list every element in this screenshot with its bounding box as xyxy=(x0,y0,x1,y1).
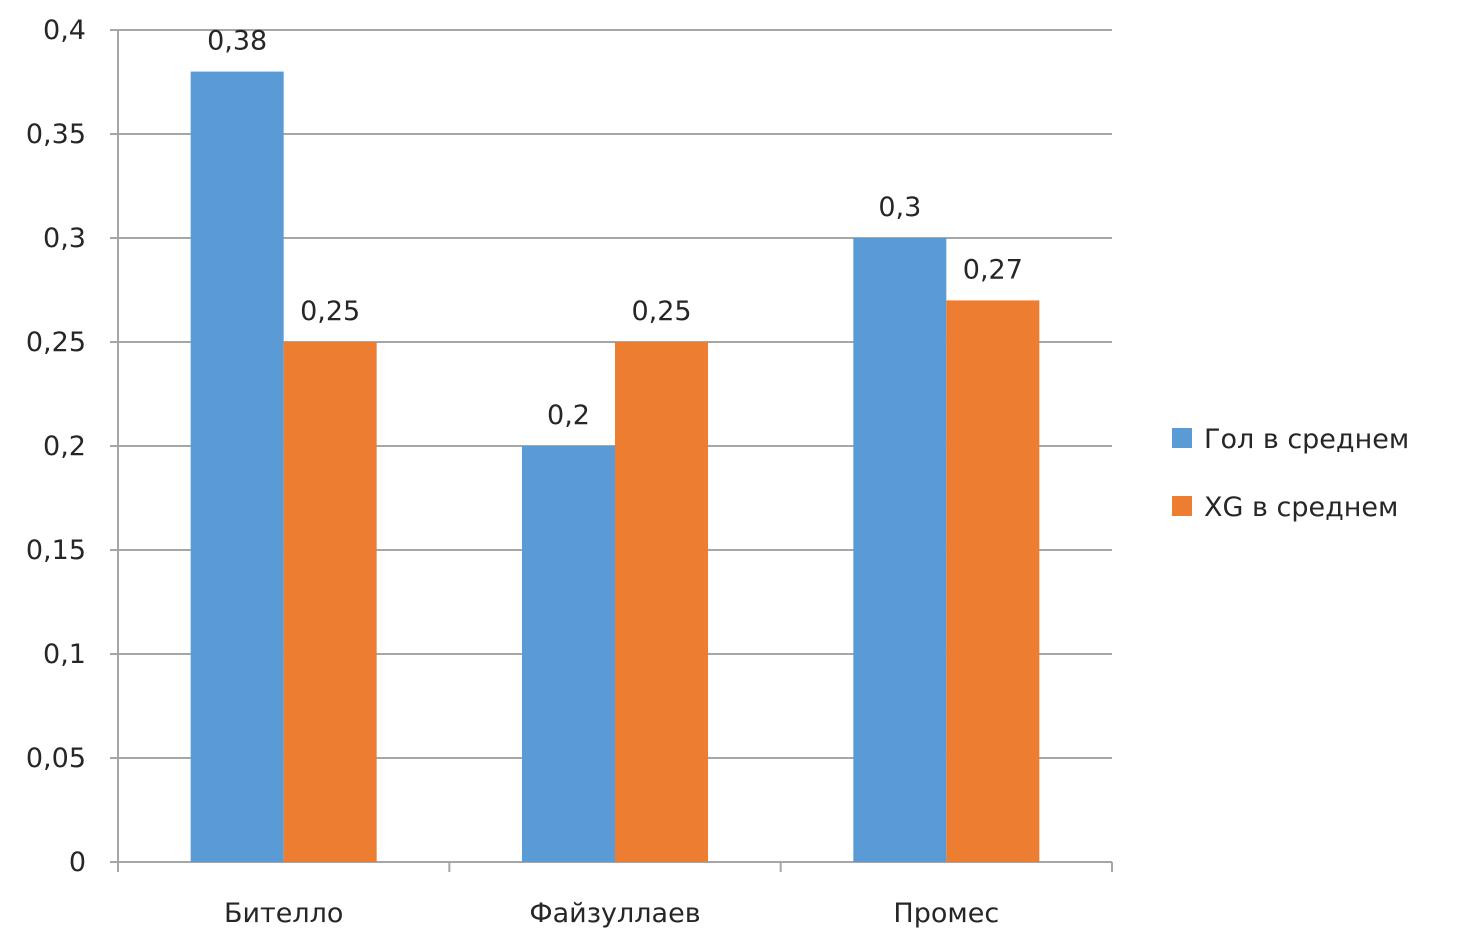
bar-xg-0 xyxy=(283,342,377,862)
bar-xg-2 xyxy=(946,300,1040,862)
bar-xg-1 xyxy=(615,342,708,862)
y-tick-label: 0,05 xyxy=(26,743,86,774)
x-category-label: Промес xyxy=(893,898,999,929)
data-labels: 0,38 0,25 0,2 0,25 0,3 0,27 xyxy=(207,26,1023,431)
legend-swatch xyxy=(1172,428,1192,448)
bar-goals-0 xyxy=(190,71,284,863)
legend-label: Гол в среднем xyxy=(1204,424,1409,455)
data-label: 0,38 xyxy=(207,26,267,57)
legend-swatch xyxy=(1172,496,1192,516)
data-label: 0,3 xyxy=(878,192,921,223)
y-tick-label: 0 xyxy=(69,847,86,878)
bars xyxy=(190,71,1040,863)
data-label: 0,27 xyxy=(963,254,1023,285)
y-tick-label: 0,3 xyxy=(43,223,86,254)
y-tick-label: 0,15 xyxy=(26,535,86,566)
y-tick-label: 0,35 xyxy=(26,119,86,150)
y-tick-label: 0,4 xyxy=(43,15,86,46)
x-category-label: Файзуллаев xyxy=(529,898,700,929)
bar-goals-1 xyxy=(522,446,615,862)
y-tick-label: 0,25 xyxy=(26,327,86,358)
data-label: 0,25 xyxy=(300,296,360,327)
y-tick-label: 0,1 xyxy=(43,639,86,670)
legend-label: XG в среднем xyxy=(1204,492,1398,523)
legend: Гол в среднем XG в среднем xyxy=(1172,424,1409,523)
data-label: 0,2 xyxy=(547,400,590,431)
bar-goals-2 xyxy=(853,238,947,862)
data-label: 0,25 xyxy=(631,296,691,327)
axes: 0 0,05 0,1 0,15 0,2 0,25 0,3 0,35 0,4 Бителло Файз… xyxy=(26,15,1113,929)
x-category-label: Бителло xyxy=(224,898,343,929)
y-tick-label: 0,2 xyxy=(43,431,86,462)
